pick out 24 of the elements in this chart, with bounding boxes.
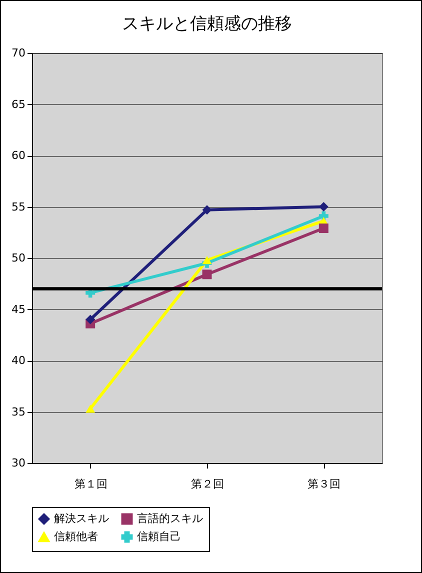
point	[86, 404, 96, 413]
legend-label: 解決スキル	[54, 512, 109, 525]
y-tick-label: 30	[12, 456, 26, 470]
y-tick-label: 70	[12, 46, 26, 60]
x-tick-label: 第２回	[191, 478, 224, 490]
y-tick-label: 65	[12, 98, 26, 111]
legend-label: 信頼自己	[137, 530, 181, 543]
y-tick-label: 35	[12, 405, 26, 418]
y-tick-label: 60	[12, 149, 26, 162]
y-tick-label: 45	[12, 302, 26, 316]
y-tick-label: 55	[12, 200, 26, 214]
point	[202, 256, 212, 264]
legend-label: 言語的スキル	[137, 512, 203, 525]
chart-title: スキルと信頼感の推移	[122, 14, 292, 34]
point	[202, 205, 212, 215]
point	[318, 202, 328, 212]
legend-label: 信頼他者	[54, 530, 98, 543]
point	[202, 270, 212, 280]
y-tick-label: 50	[12, 252, 26, 264]
x-tick-label: 第１回	[74, 478, 108, 490]
point	[318, 224, 328, 234]
x-tick-label: 第３回	[308, 478, 341, 490]
point	[86, 314, 96, 324]
y-tick-label: 40	[12, 354, 26, 367]
